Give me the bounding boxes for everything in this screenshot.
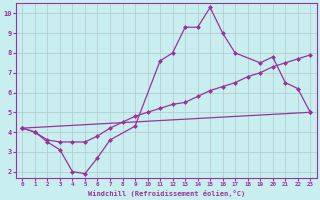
X-axis label: Windchill (Refroidissement éolien,°C): Windchill (Refroidissement éolien,°C) (88, 190, 245, 197)
